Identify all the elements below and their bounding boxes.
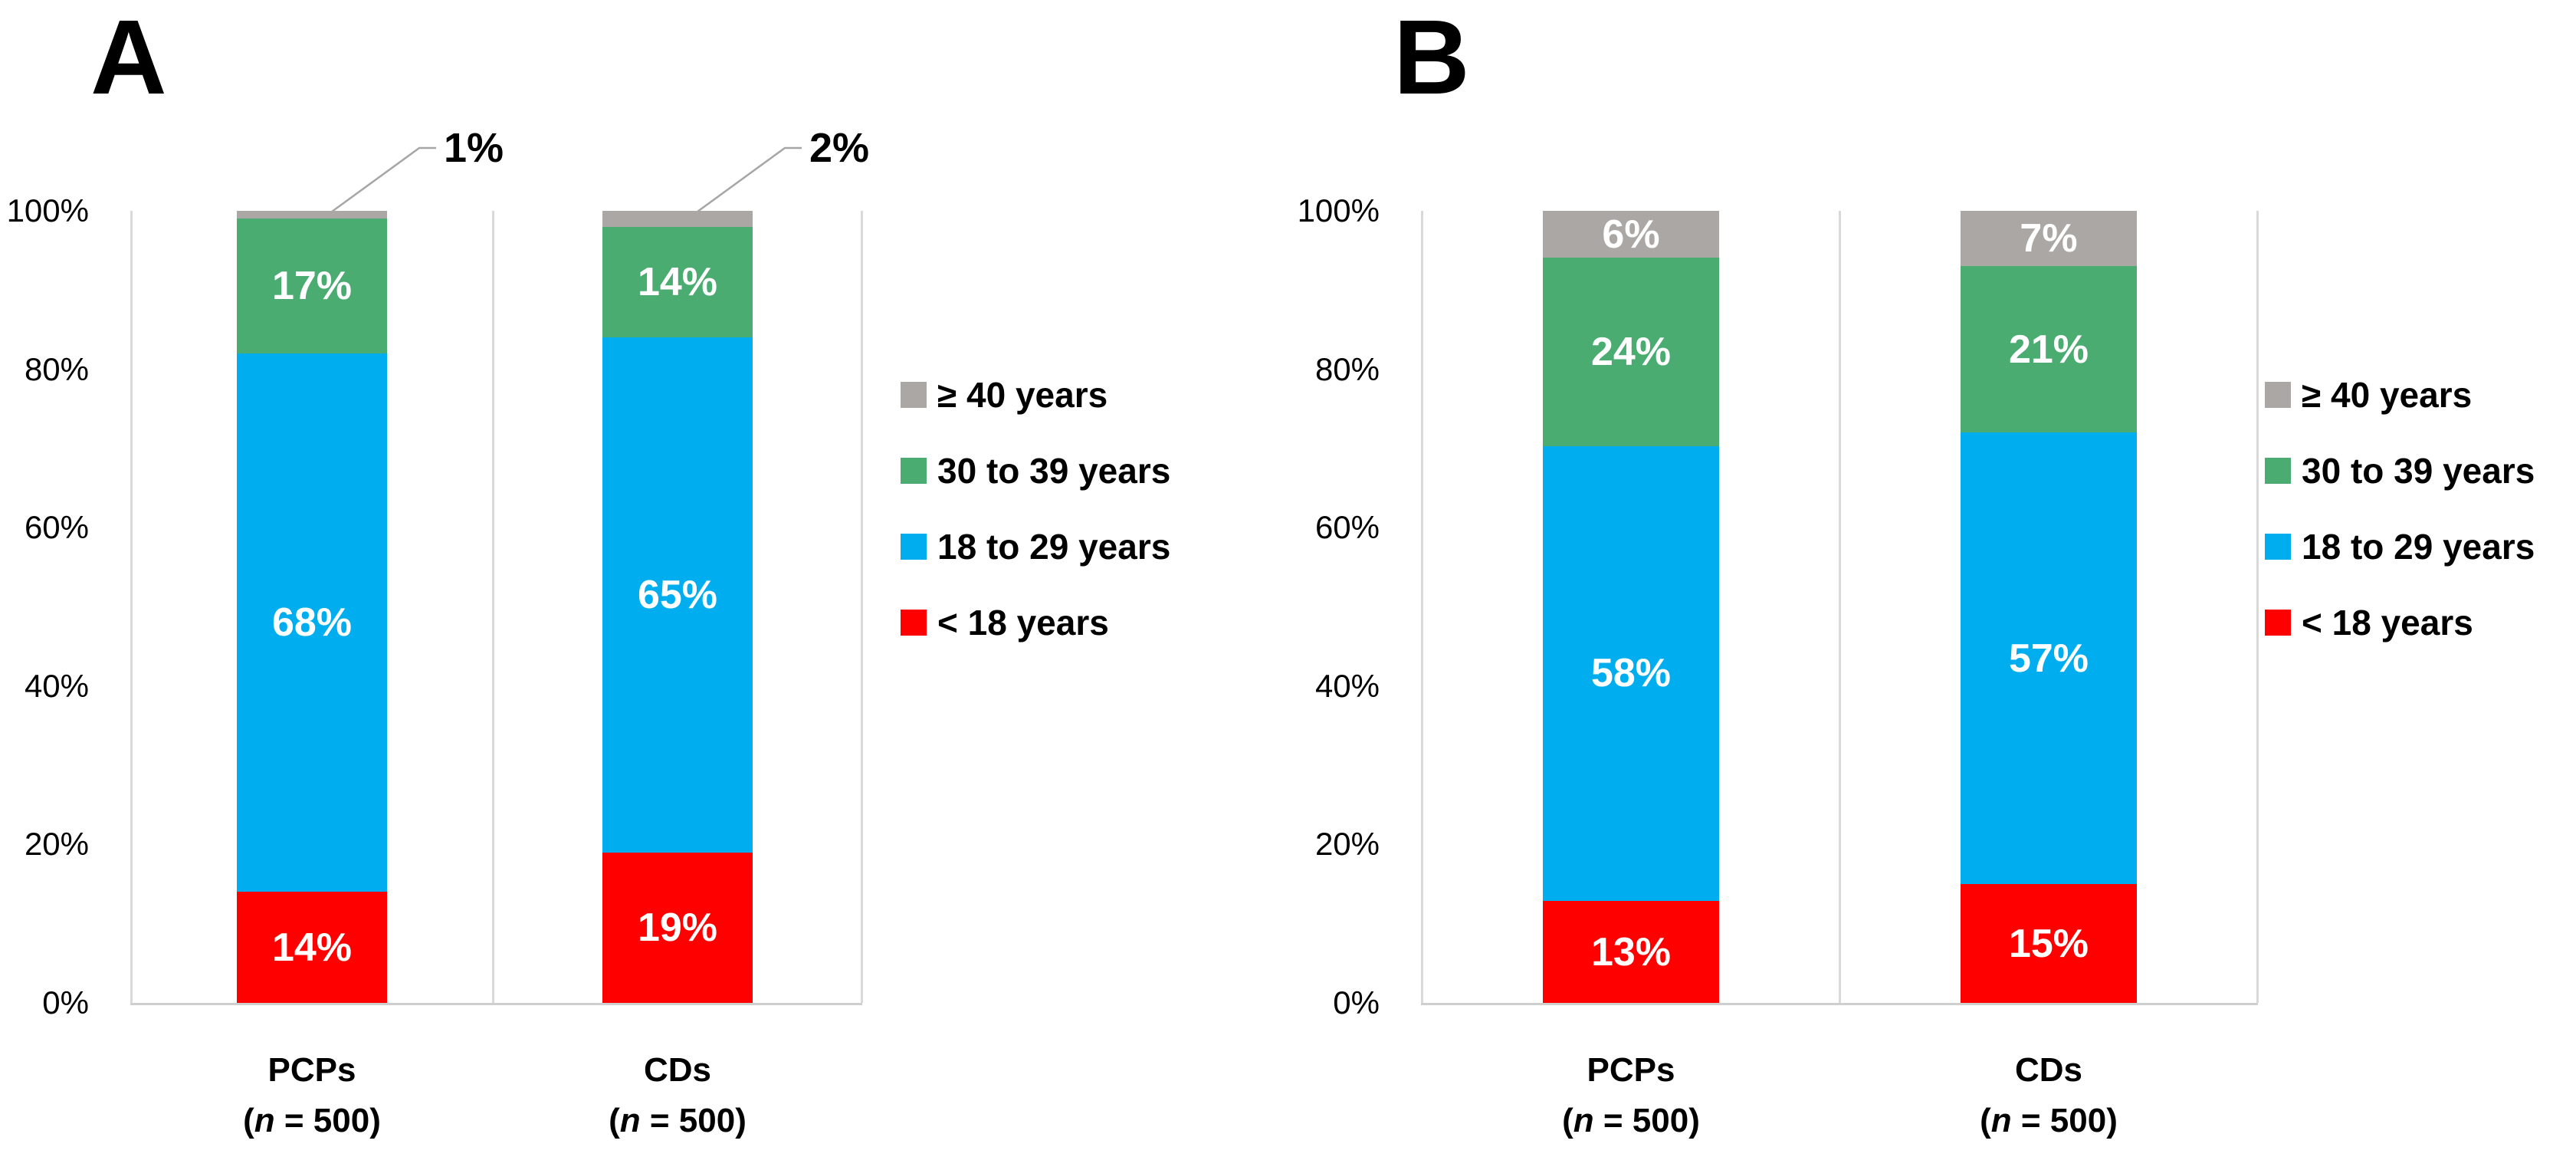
y-axis-tick-label: 0% bbox=[42, 984, 89, 1021]
legend-label: 18 to 29 years bbox=[937, 527, 1171, 567]
segment-value-label: 6% bbox=[1602, 212, 1660, 257]
category-label-pcps: PCPs bbox=[267, 1051, 356, 1089]
y-axis-tick-label: 100% bbox=[1297, 192, 1380, 228]
segment--18-years: 14% bbox=[237, 892, 387, 1003]
legend-swatch-green bbox=[2265, 458, 2291, 484]
y-axis-tick-label: 80% bbox=[24, 350, 89, 387]
category-sublabel: (n = 500) bbox=[1562, 1102, 1700, 1139]
y-axis-tick-label: 60% bbox=[24, 509, 89, 546]
segment-value-label: 17% bbox=[271, 264, 353, 309]
segment-value-label: 7% bbox=[2020, 216, 2078, 261]
y-axis-tick-label: 0% bbox=[1333, 984, 1380, 1021]
y-axis-tick-label: 80% bbox=[1314, 350, 1380, 387]
callout-label: 1% bbox=[444, 125, 504, 171]
category-label-pcps: PCPs bbox=[1587, 1051, 1675, 1089]
category-label-cds: CDs bbox=[643, 1051, 712, 1089]
x-axis-line bbox=[1421, 1003, 2258, 1005]
legend-label: < 18 years bbox=[937, 603, 1109, 643]
legend-swatch-red bbox=[901, 610, 927, 636]
segment-30-to-39-years: 14% bbox=[602, 226, 753, 338]
legend-swatch-blue bbox=[2265, 534, 2291, 560]
y-axis-tick-label: 20% bbox=[1314, 826, 1380, 863]
segment-value-label: 58% bbox=[1590, 651, 1672, 696]
x-axis-line bbox=[130, 1003, 862, 1005]
category-sublabel: (n = 500) bbox=[243, 1102, 381, 1139]
segment-value-label: 57% bbox=[2008, 636, 2089, 681]
segment-value-label: 15% bbox=[2008, 921, 2089, 966]
segment-30-to-39-years: 21% bbox=[1961, 266, 2137, 433]
segment-30-to-39-years: 17% bbox=[237, 219, 387, 353]
segment-value-label: 19% bbox=[637, 905, 718, 950]
segment--18-years: 13% bbox=[1543, 901, 1719, 1003]
y-axis-tick-label: 20% bbox=[24, 826, 89, 863]
legend-label: 30 to 39 years bbox=[937, 451, 1171, 491]
legend-swatch-blue bbox=[901, 534, 927, 560]
legend-swatch-green bbox=[901, 458, 927, 484]
category-sublabel: (n = 500) bbox=[609, 1102, 747, 1139]
segment-value-label: 21% bbox=[2008, 327, 2089, 372]
segment-value-label: 65% bbox=[637, 572, 718, 617]
legend-label: 30 to 39 years bbox=[2302, 451, 2535, 491]
panel-letter-a: A bbox=[90, 0, 167, 117]
plot-left-border bbox=[130, 211, 133, 1003]
category-sublabel: (n = 500) bbox=[1980, 1102, 2118, 1139]
segment-value-label: 13% bbox=[1590, 929, 1672, 975]
segment--40-years: 7% bbox=[1961, 211, 2137, 267]
legend-label: ≥ 40 years bbox=[2302, 375, 2473, 415]
panel-letter-b: B bbox=[1393, 0, 1470, 117]
legend-label: < 18 years bbox=[2302, 603, 2473, 643]
legend-label: ≥ 40 years bbox=[937, 375, 1108, 415]
y-axis-tick-label: 60% bbox=[1314, 509, 1380, 546]
legend-swatch-gray bbox=[901, 382, 927, 408]
segment-value-label: 14% bbox=[271, 925, 353, 970]
legend-swatch-red bbox=[2265, 610, 2291, 636]
segment-18-to-29-years: 57% bbox=[1961, 432, 2137, 885]
segment-value-label: 14% bbox=[637, 259, 718, 304]
segment-value-label: 68% bbox=[271, 600, 353, 646]
callout-label: 2% bbox=[809, 125, 870, 171]
segment--18-years: 15% bbox=[1961, 884, 2137, 1003]
plot-left-border bbox=[1421, 211, 1423, 1003]
segment-30-to-39-years: 24% bbox=[1543, 258, 1719, 446]
y-axis-tick-label: 40% bbox=[1314, 667, 1380, 704]
segment--18-years: 19% bbox=[602, 852, 753, 1003]
plot-right-border bbox=[2256, 211, 2259, 1003]
segment-value-label: 24% bbox=[1590, 330, 1672, 375]
plot-category-divider bbox=[1839, 211, 1841, 1003]
plot-category-divider bbox=[492, 211, 494, 1003]
y-axis-tick-label: 100% bbox=[6, 192, 89, 228]
segment--40-years bbox=[602, 211, 753, 227]
segment-18-to-29-years: 58% bbox=[1543, 445, 1719, 902]
y-axis-tick-label: 40% bbox=[24, 667, 89, 704]
category-label-cds: CDs bbox=[2014, 1051, 2083, 1089]
legend-label: 18 to 29 years bbox=[2302, 527, 2535, 567]
segment--40-years: 6% bbox=[1543, 211, 1719, 258]
legend-swatch-gray bbox=[2265, 382, 2291, 408]
segment-18-to-29-years: 68% bbox=[237, 353, 387, 892]
plot-right-border bbox=[861, 211, 863, 1003]
segment--40-years bbox=[237, 211, 387, 219]
segment-18-to-29-years: 65% bbox=[602, 337, 753, 853]
